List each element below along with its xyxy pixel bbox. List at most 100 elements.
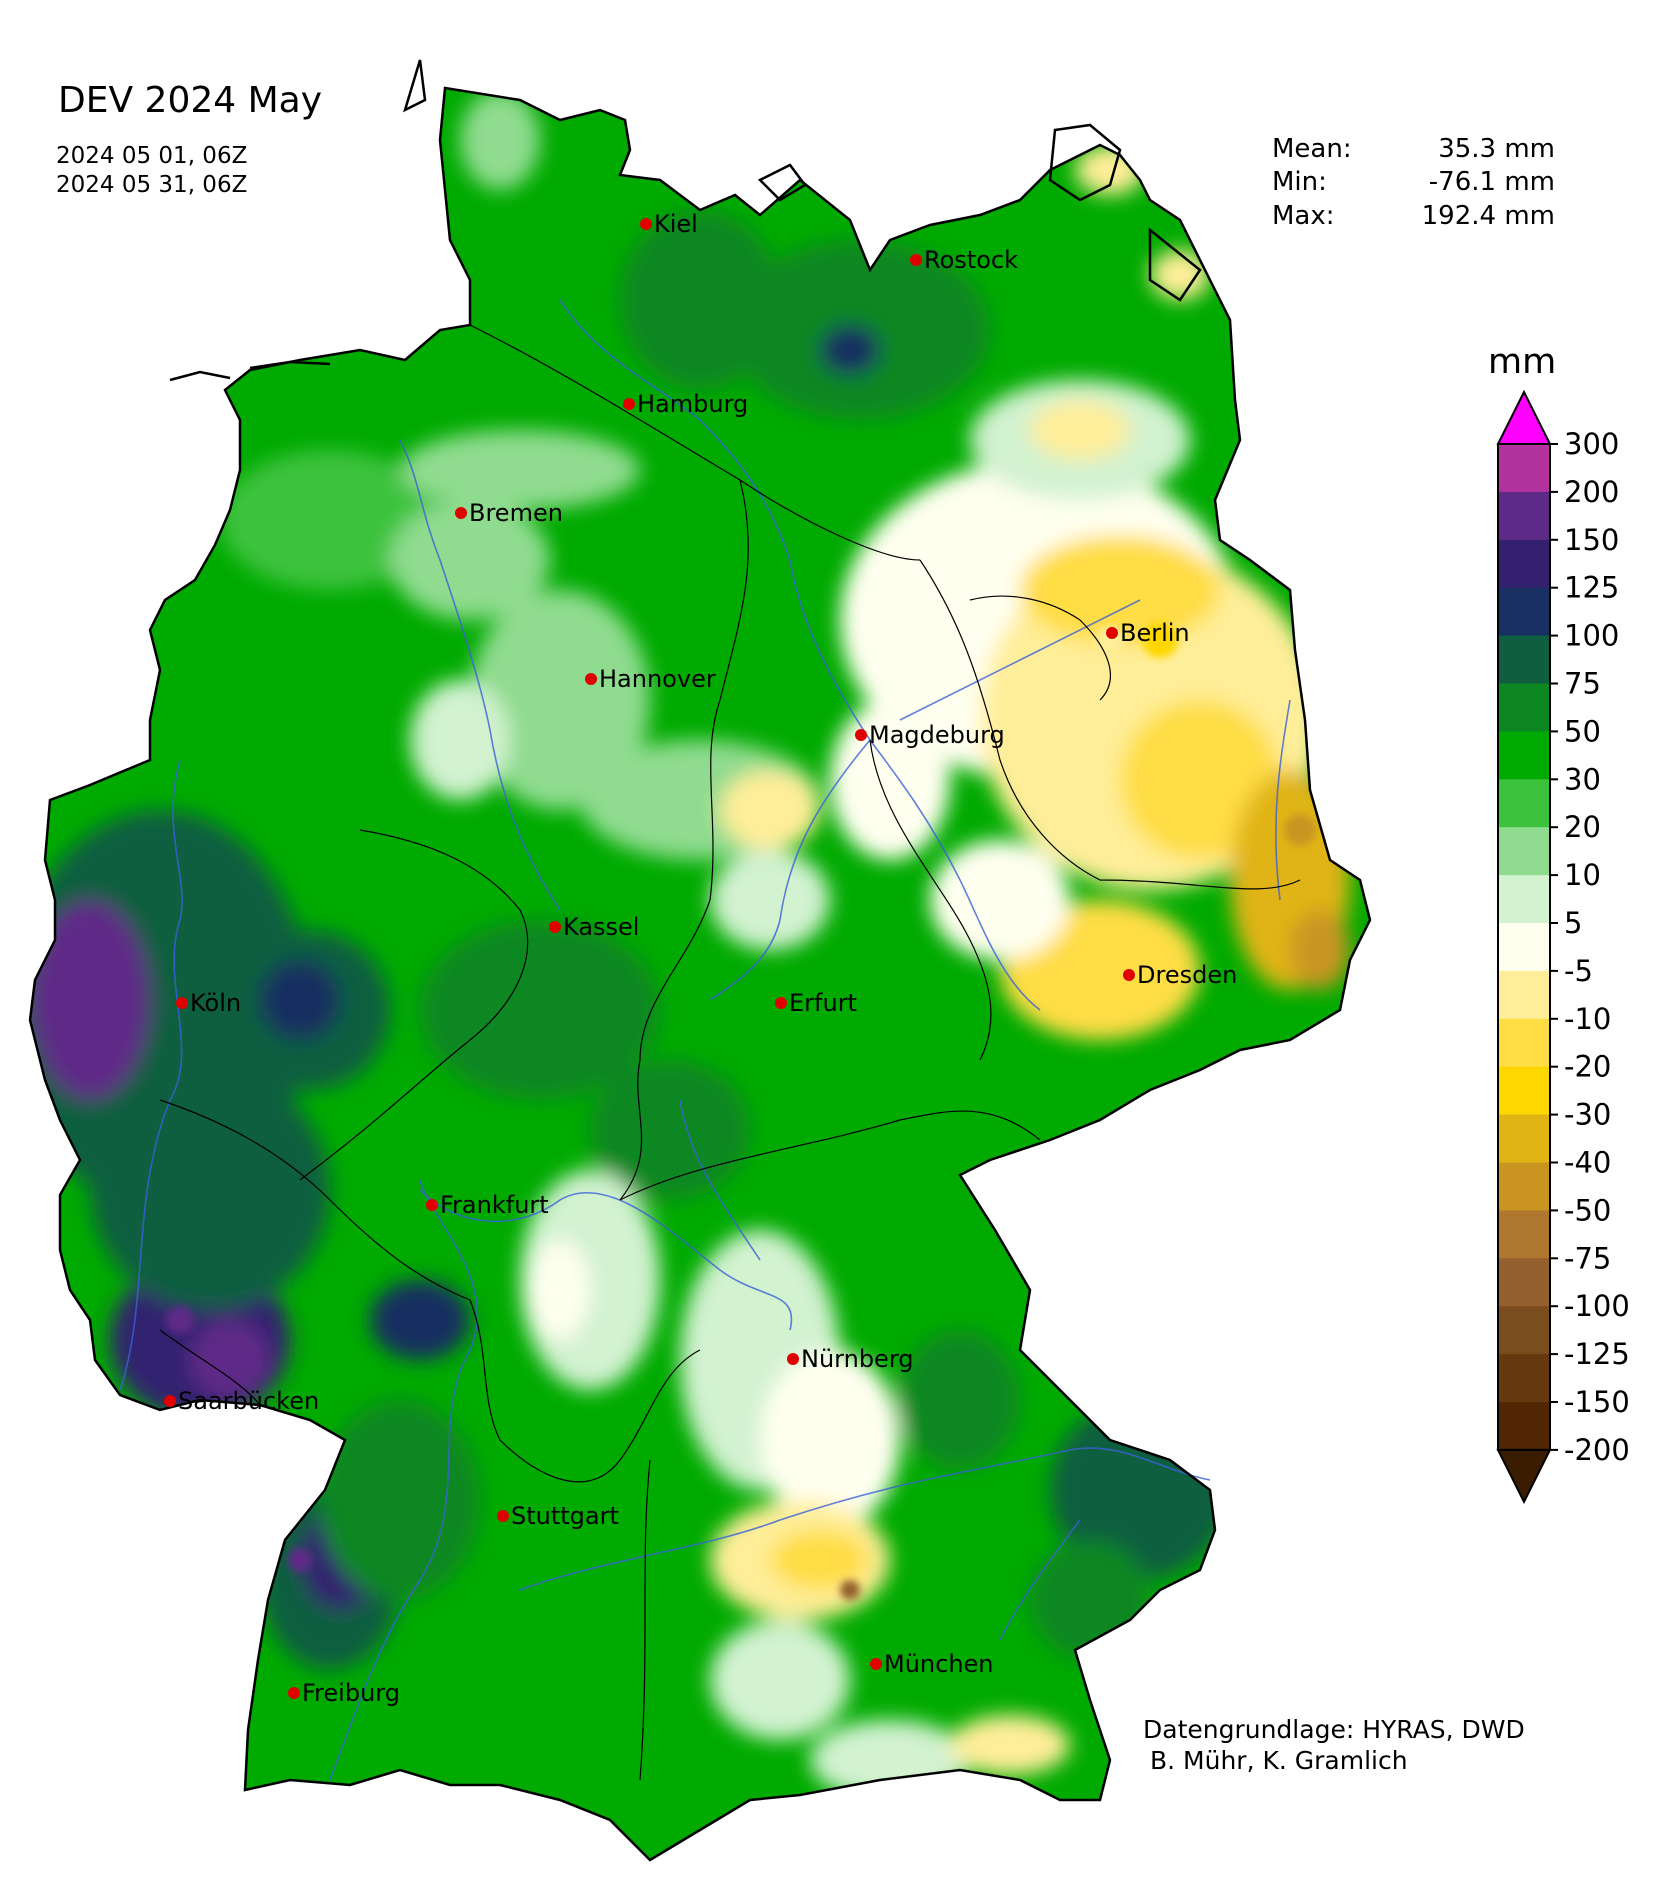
city-bremen: Bremen <box>455 499 563 527</box>
legend-tick-label: 20 <box>1564 810 1601 844</box>
spree-havel-river <box>899 599 1141 721</box>
city-kassel: Kassel <box>549 913 639 941</box>
stat-mean-value: 35.3 mm <box>1438 134 1555 164</box>
city-dot <box>775 997 787 1009</box>
city-dot <box>870 1658 882 1670</box>
legend-segment <box>1498 491 1550 541</box>
legend-segment <box>1498 827 1550 876</box>
state-border-bw-bavaria <box>469 1299 701 1483</box>
legend-tick-label: -50 <box>1564 1193 1611 1227</box>
legend-segment <box>1498 1306 1550 1355</box>
city-dot <box>426 1199 438 1211</box>
city-label: Stuttgart <box>511 1502 619 1530</box>
island-usedom <box>1148 227 1202 302</box>
state-border-bw-bavaria-south <box>639 1459 651 1781</box>
legend-segment <box>1498 1066 1550 1116</box>
legend-tick-label: -200 <box>1564 1433 1630 1467</box>
legend-segment <box>1498 779 1550 828</box>
city-label: Köln <box>190 989 241 1017</box>
credit-authors: B. Mühr, K. Gramlich <box>1150 1746 1408 1775</box>
legend-tick-label: -125 <box>1564 1337 1630 1371</box>
neckar-river <box>329 1179 479 1781</box>
credit-source: Datengrundlage: HYRAS, DWD <box>1143 1715 1525 1744</box>
city-label: Rostock <box>924 246 1018 274</box>
city-dot <box>910 254 922 266</box>
city-label: Dresden <box>1137 961 1237 989</box>
city-dot <box>855 729 867 741</box>
legend-segment <box>1498 923 1550 972</box>
city-rostock: Rostock <box>910 246 1018 274</box>
rhine-river <box>119 759 183 1391</box>
oder-neisse-river <box>1275 699 1291 901</box>
city-dot <box>787 1353 799 1365</box>
city-kiel: Kiel <box>640 210 698 238</box>
city-markers: Kiel Rostock Hamburg Bremen Berlin Hanno… <box>164 210 1237 1707</box>
city-label: Saarbücken <box>178 1387 319 1415</box>
legend-segment <box>1498 1018 1550 1068</box>
city-frankfurt: Frankfurt <box>426 1191 549 1219</box>
city-dresden: Dresden <box>1123 961 1237 989</box>
city-label: Nürnberg <box>801 1345 914 1373</box>
legend-segment <box>1498 1258 1550 1307</box>
city-label: München <box>884 1650 994 1678</box>
legend-over-arrow <box>1496 389 1552 445</box>
legend-unit: mm <box>1488 342 1557 382</box>
city-koeln: Köln <box>176 989 241 1017</box>
isar-river <box>999 1519 1081 1641</box>
legend-under-arrow <box>1496 1448 1552 1505</box>
city-dot <box>1123 969 1135 981</box>
legend-tick-label: 75 <box>1564 667 1601 701</box>
city-dot <box>455 507 467 519</box>
city-dot <box>1106 627 1118 639</box>
stat-max-label: Max: <box>1272 201 1335 231</box>
city-saarbruecken: Saarbücken <box>164 1387 319 1415</box>
danube-river <box>519 1447 1211 1591</box>
legend-segment <box>1498 587 1550 637</box>
legend-tick-label: 125 <box>1564 571 1619 605</box>
city-magdeburg: Magdeburg <box>855 721 1005 749</box>
coastline-islands <box>169 59 1202 382</box>
legend-segment <box>1498 1162 1550 1211</box>
city-label: Freiburg <box>302 1679 400 1707</box>
elbe-river <box>559 299 1041 1011</box>
legend-segment <box>1498 875 1550 924</box>
period-start: 2024 05 01, 06Z <box>56 143 248 169</box>
legend-tick-label: 30 <box>1564 762 1601 796</box>
legend-frame <box>1497 443 1551 1451</box>
state-border-thuringia-saxony <box>869 739 992 1061</box>
state-border-brandenburg-saxony <box>919 559 1301 890</box>
fulda-river <box>679 1099 761 1261</box>
legend-tick-label: 50 <box>1564 714 1601 748</box>
legend-tick-label: 10 <box>1564 858 1601 892</box>
state-border-north <box>469 324 921 561</box>
city-erfurt: Erfurt <box>775 989 857 1017</box>
city-dot <box>164 1395 176 1407</box>
legend-tick-label: -100 <box>1564 1289 1630 1323</box>
city-label: Frankfurt <box>440 1191 549 1219</box>
state-border-lower-saxony-saxony-anhalt <box>709 479 749 901</box>
legend-tick-label: -30 <box>1564 1098 1611 1132</box>
state-borders <box>159 324 1301 1781</box>
legend-tick-label: -150 <box>1564 1385 1630 1419</box>
island-fehmarn <box>757 163 807 202</box>
city-dot <box>640 218 652 230</box>
city-stuttgart: Stuttgart <box>497 1502 619 1530</box>
stat-min-label: Min: <box>1272 167 1327 197</box>
city-berlin: Berlin <box>1106 619 1190 647</box>
city-dot <box>549 921 561 933</box>
legend-tick-label: -40 <box>1564 1146 1611 1180</box>
map-title: DEV 2024 May <box>58 80 323 121</box>
city-label: Kassel <box>563 913 639 941</box>
legend-tick-label: -20 <box>1564 1050 1611 1084</box>
rivers <box>119 299 1291 1781</box>
stat-min-value: -76.1 mm <box>1428 167 1555 197</box>
state-border-bavaria-north <box>619 1110 1041 1201</box>
state-border-rhineland <box>159 1099 471 1301</box>
city-label: Hannover <box>599 665 716 693</box>
legend-segment <box>1498 683 1550 732</box>
state-border-nrw-hesse <box>299 829 529 1181</box>
legend-segment <box>1498 970 1550 1020</box>
legend-tick-label: 150 <box>1564 523 1619 557</box>
stat-max-value: 192.4 mm <box>1421 201 1555 231</box>
